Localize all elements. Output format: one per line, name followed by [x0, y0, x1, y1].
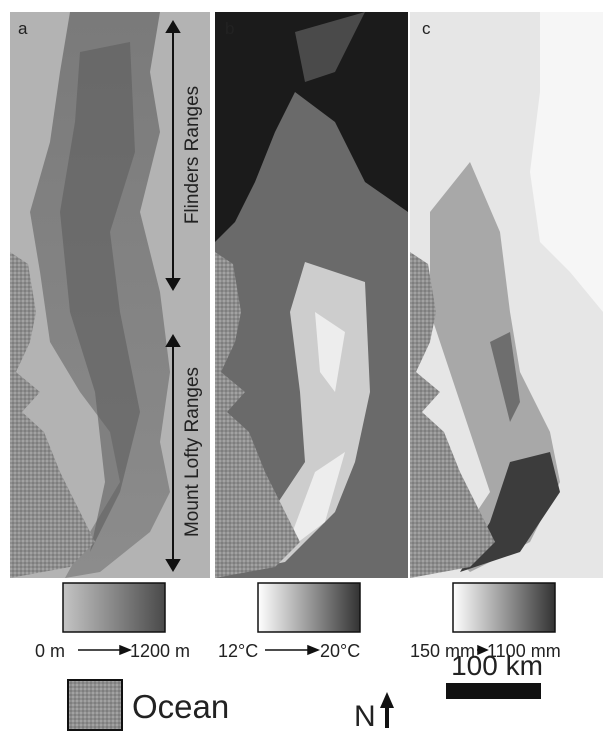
scale-label: 100 km	[451, 650, 543, 681]
legend-labels: 0 m 1200 m 12°C 20°C 150 mm 1100 mm	[35, 641, 561, 661]
ocean-label: Ocean	[132, 688, 229, 725]
north-arrow	[380, 692, 394, 728]
panel-label: b	[225, 19, 234, 38]
legend-min: 12°C	[218, 641, 258, 661]
range-annotations	[165, 20, 181, 572]
scale-bar	[446, 683, 541, 699]
legend-min: 150 mm	[410, 641, 475, 661]
ocean-swatch	[67, 679, 123, 731]
range-label: Flinders Ranges	[182, 86, 203, 224]
legend-max: 20°C	[320, 641, 360, 661]
panel-label: c	[422, 19, 431, 38]
legends	[62, 582, 556, 656]
panel-label: a	[18, 19, 28, 38]
panel-b: b	[215, 12, 408, 578]
north-label: N	[354, 700, 376, 733]
panel-a: a	[10, 12, 210, 578]
range-label: Mount Lofty Ranges	[182, 367, 203, 537]
legend-max: 1200 m	[130, 641, 190, 661]
legend-max: 1100 mm	[487, 641, 561, 661]
legend-min: 0 m	[35, 641, 65, 661]
panel-c: c	[410, 12, 603, 578]
